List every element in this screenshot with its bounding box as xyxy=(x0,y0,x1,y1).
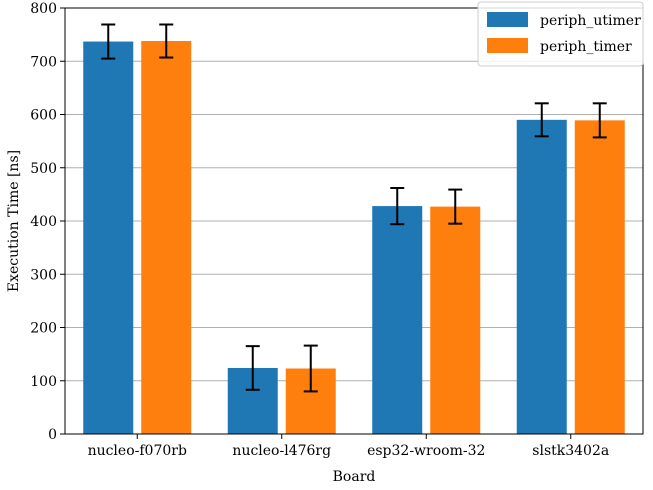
bar-periph_timer-slstk3402a xyxy=(574,120,625,435)
y-tick-label: 700 xyxy=(30,54,57,70)
y-axis-ticks: 0 100 200 300 400 500 600 700 800 xyxy=(30,1,65,443)
bar-periph_utimer-slstk3402a xyxy=(516,119,567,434)
y-tick-label: 100 xyxy=(30,374,57,390)
legend-label: periph_utimer xyxy=(540,13,641,29)
bar-periph_utimer-nucleo-f070rb xyxy=(83,41,134,435)
bar-periph_timer-esp32-wroom-32 xyxy=(430,206,481,434)
error-bars xyxy=(101,23,607,393)
y-tick-label: 200 xyxy=(30,321,57,337)
legend-label: periph_timer xyxy=(540,39,632,55)
legend: periph_utimer periph_timer xyxy=(477,1,644,67)
bar-periph_timer-nucleo-f070rb xyxy=(141,41,192,434)
y-tick-label: 0 xyxy=(48,427,57,443)
legend-box xyxy=(477,1,644,67)
bar-periph_utimer-esp32-wroom-32 xyxy=(372,206,423,434)
y-tick-label: 600 xyxy=(30,108,57,124)
x-axis-ticks: nucleo-f070rb nucleo-l476rg esp32-wroom-32… xyxy=(88,434,609,459)
y-tick-label: 400 xyxy=(30,214,57,230)
y-tick-label: 300 xyxy=(30,267,57,283)
x-tick-label: slstk3402a xyxy=(532,443,609,459)
x-tick-label: nucleo-l476rg xyxy=(232,443,331,459)
bars xyxy=(83,41,625,435)
legend-swatch-periph_timer xyxy=(487,38,528,53)
legend-swatch-periph_utimer xyxy=(487,12,528,27)
y-axis-label: Execution Time [ns] xyxy=(6,150,22,292)
x-tick-label: esp32-wroom-32 xyxy=(367,443,485,459)
x-axis-label: Board xyxy=(333,469,376,485)
x-tick-label: nucleo-f070rb xyxy=(88,443,187,459)
y-tick-label: 800 xyxy=(30,1,57,17)
y-tick-label: 500 xyxy=(30,161,57,177)
